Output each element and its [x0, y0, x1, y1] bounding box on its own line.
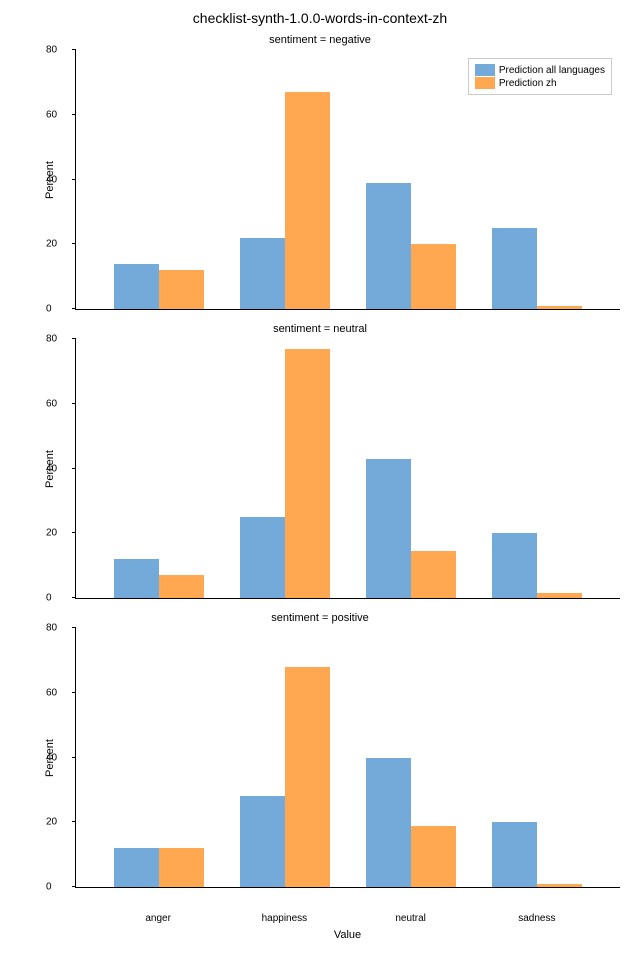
- bar-group: [96, 50, 222, 309]
- bar-group: [222, 50, 348, 309]
- legend: Prediction all languages Prediction zh: [468, 58, 612, 95]
- legend-color-swatch: [475, 64, 495, 76]
- bar-all-languages: [240, 517, 285, 598]
- bar-zh: [285, 349, 330, 598]
- panel-neutral: sentiment = neutral Percent 020406080: [20, 323, 620, 604]
- bar-group: [348, 628, 474, 887]
- bar-all-languages: [114, 559, 159, 598]
- bar-zh: [411, 244, 456, 309]
- bar-zh: [411, 551, 456, 598]
- panel-title-negative: sentiment = negative: [20, 34, 620, 46]
- y-tick-label: 60: [46, 109, 57, 120]
- bar-zh: [159, 575, 204, 598]
- bar-group: [348, 339, 474, 598]
- bar-zh: [159, 270, 204, 309]
- y-tick-label: 40: [46, 174, 57, 185]
- bar-zh: [285, 92, 330, 309]
- plot-area-negative: Prediction all languagesPrediction zh Pe…: [75, 50, 620, 310]
- x-axis-label: Value: [75, 929, 620, 941]
- x-tick-label: happiness: [221, 913, 347, 924]
- bar-group: [96, 628, 222, 887]
- legend-label: Prediction all languages: [499, 65, 605, 76]
- x-tick-label: neutral: [348, 913, 474, 924]
- y-tick-label: 80: [46, 45, 57, 56]
- bar-all-languages: [366, 758, 411, 888]
- bar-all-languages: [240, 796, 285, 887]
- plot-area-positive: Percent 020406080: [75, 628, 620, 888]
- bar-group: [222, 628, 348, 887]
- bar-group: [348, 50, 474, 309]
- y-tick-label: 60: [46, 687, 57, 698]
- bar-zh: [537, 593, 582, 598]
- y-tick-label: 20: [46, 239, 57, 250]
- y-tick-label: 20: [46, 528, 57, 539]
- legend-label: Prediction zh: [499, 78, 557, 89]
- bar-all-languages: [240, 238, 285, 309]
- panel-title-positive: sentiment = positive: [20, 612, 620, 624]
- legend-item: Prediction all languages: [475, 64, 605, 76]
- bar-all-languages: [492, 228, 537, 309]
- plot-area-neutral: Percent 020406080: [75, 339, 620, 599]
- bar-group: [96, 339, 222, 598]
- panel-positive: sentiment = positive Percent 020406080 a…: [20, 612, 620, 941]
- y-tick-label: 40: [46, 463, 57, 474]
- bars-container: [76, 628, 620, 887]
- bar-all-languages: [366, 183, 411, 309]
- bar-zh: [537, 884, 582, 887]
- bar-zh: [285, 667, 330, 887]
- y-tick-label: 40: [46, 752, 57, 763]
- x-tick-label: sadness: [474, 913, 600, 924]
- legend-color-swatch: [475, 77, 495, 89]
- bar-group: [222, 339, 348, 598]
- x-labels: angerhappinessneutralsadness: [75, 913, 620, 924]
- y-tick-label: 0: [46, 882, 52, 893]
- y-tick-label: 80: [46, 334, 57, 345]
- bars-container: [76, 339, 620, 598]
- bar-all-languages: [492, 822, 537, 887]
- bar-group: [474, 628, 600, 887]
- bar-zh: [411, 826, 456, 888]
- panel-title-neutral: sentiment = neutral: [20, 323, 620, 335]
- bar-all-languages: [366, 459, 411, 598]
- legend-item: Prediction zh: [475, 77, 605, 89]
- y-tick-label: 80: [46, 623, 57, 634]
- y-tick-label: 60: [46, 398, 57, 409]
- y-tick-label: 0: [46, 593, 52, 604]
- bar-all-languages: [114, 848, 159, 887]
- bar-all-languages: [114, 264, 159, 309]
- chart-title: checklist-synth-1.0.0-words-in-context-z…: [193, 10, 447, 26]
- panel-negative: sentiment = negative Prediction all lang…: [20, 34, 620, 315]
- y-tick-label: 20: [46, 817, 57, 828]
- bar-group: [474, 339, 600, 598]
- bar-zh: [537, 306, 582, 309]
- x-tick-label: anger: [95, 913, 221, 924]
- y-tick-label: 0: [46, 304, 52, 315]
- bar-all-languages: [492, 533, 537, 598]
- bar-zh: [159, 848, 204, 887]
